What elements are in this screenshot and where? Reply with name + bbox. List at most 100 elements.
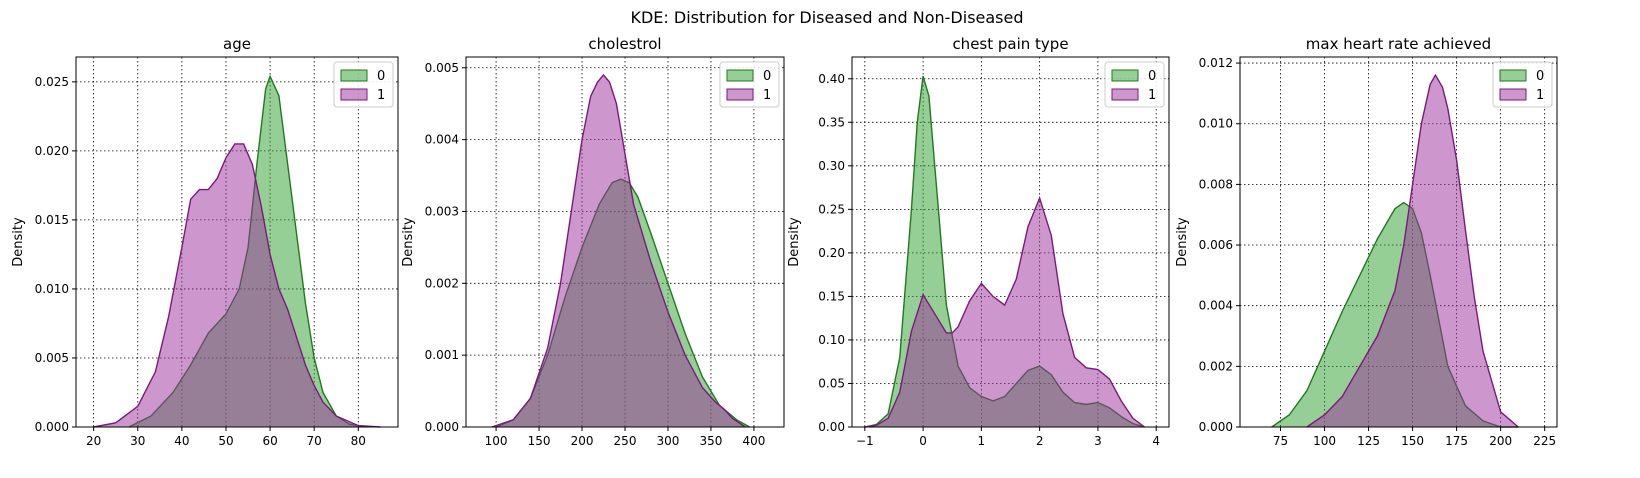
legend-swatch-0 [340, 69, 368, 82]
legend-label-1: 1 [377, 88, 385, 103]
x-tick-label: 100 [1313, 434, 1336, 448]
legend-swatch-0 [726, 69, 754, 82]
x-tick-label: 40 [174, 434, 189, 448]
legend-swatch-0 [1499, 69, 1527, 82]
x-tick-label: 150 [528, 434, 551, 448]
y-tick-label: 0.15 [818, 289, 845, 303]
x-tick-label: 100 [485, 434, 508, 448]
legend-label-0: 0 [1536, 69, 1544, 84]
x-tick-label: 75 [1273, 434, 1288, 448]
y-tick-label: 0.010 [1199, 117, 1233, 131]
x-tick-label: 0 [919, 434, 927, 448]
x-tick-label: 300 [657, 434, 680, 448]
legend-label-0: 0 [763, 69, 771, 84]
y-tick-label: 0.003 [425, 204, 459, 218]
x-tick-label: 20 [86, 434, 101, 448]
y-tick-label: 0.004 [425, 133, 459, 147]
legend-swatch-0 [1111, 69, 1139, 82]
axes-frame [851, 56, 1170, 428]
y-tick-label: 0.05 [818, 376, 845, 390]
series-1-line [864, 195, 1145, 428]
y-tick-label: 0.010 [35, 282, 69, 296]
y-tick-label: 0.000 [425, 420, 459, 434]
y-tick-label: 0.004 [1199, 299, 1233, 313]
legend-label-1: 1 [763, 88, 771, 103]
y-tick-label: 0.012 [1199, 56, 1233, 70]
legend-swatch-1 [726, 88, 754, 101]
y-axis-label: Density [11, 217, 26, 267]
x-tick-label: 400 [742, 434, 765, 448]
legend: 01 [719, 61, 780, 108]
x-tick-label: 150 [1401, 434, 1424, 448]
y-tick-label: 0.000 [35, 420, 69, 434]
x-tick-label: 175 [1445, 434, 1468, 448]
y-tick-label: 0.006 [1199, 238, 1233, 252]
y-axis-label: Density [787, 217, 802, 267]
y-tick-label: 0.020 [35, 144, 69, 158]
y-tick-label: 0.25 [818, 202, 845, 216]
x-tick-label: 30 [130, 434, 145, 448]
legend: 01 [1492, 61, 1553, 108]
x-tick-label: 2 [1036, 434, 1044, 448]
x-tick-label: 70 [307, 434, 322, 448]
series-1-area [93, 143, 381, 428]
x-tick-label: 250 [614, 434, 637, 448]
series-1-line [491, 73, 746, 428]
y-tick-label: 0.000 [1199, 420, 1233, 434]
x-tick-label: 50 [218, 434, 233, 448]
subplot-1: 100 150 200 250 300 350 400 0.000 0.001 0.002 0.00… [401, 35, 785, 448]
y-tick-label: 0.00 [818, 420, 845, 434]
y-tick-label: 0.005 [35, 351, 69, 365]
x-tick-label: 1 [978, 434, 986, 448]
y-tick-label: 0.002 [1199, 359, 1233, 373]
legend-swatch-1 [340, 88, 368, 101]
x-tick-label: 60 [262, 434, 277, 448]
y-tick-label: 0.30 [818, 159, 845, 173]
y-tick-label: 0.20 [818, 246, 845, 260]
subplot-3: 75 100 125 150 175 200 225 0.000 0.002 0.004 0.006… [1175, 35, 1558, 448]
y-tick-label: 0.025 [35, 75, 69, 89]
series-1-area [1306, 75, 1519, 427]
y-tick-label: 0.10 [818, 333, 845, 347]
y-tick-label: 0.001 [425, 348, 459, 362]
subplot-0: 20 30 40 50 60 70 80 0.000 0.005 0.010 0.015 0.020 0… [11, 35, 399, 448]
axes-frame [1239, 56, 1558, 428]
subplot-title: age [223, 35, 251, 53]
legend-swatch-1 [1499, 88, 1527, 101]
y-tick-label: 0.015 [35, 213, 69, 227]
x-tick-label: 3 [1094, 434, 1102, 448]
axes-frame [75, 56, 399, 428]
y-axis-label: Density [401, 217, 416, 267]
x-tick-label: 200 [1489, 434, 1512, 448]
series-1-line [1306, 73, 1519, 428]
series-1-line [93, 143, 381, 428]
x-tick-label: 350 [699, 434, 722, 448]
series-1-area [491, 74, 746, 428]
subplot-title: max heart rate achieved [1306, 35, 1491, 53]
y-tick-label: 0.40 [818, 72, 845, 86]
legend: 01 [333, 61, 394, 108]
x-tick-label: 125 [1357, 434, 1380, 448]
subplot-title: chest pain type [952, 35, 1068, 53]
x-tick-label: 4 [1152, 434, 1160, 448]
x-tick-label: 200 [571, 434, 594, 448]
legend-label-0: 0 [377, 69, 385, 84]
y-axis-label: Density [1175, 217, 1190, 267]
y-tick-label: 0.008 [1199, 177, 1233, 191]
figure-suptitle: KDE: Distribution for Diseased and Non-D… [630, 8, 1023, 27]
x-tick-label: 80 [351, 434, 366, 448]
y-tick-label: 0.005 [425, 61, 459, 75]
legend-label-0: 0 [1148, 69, 1156, 84]
legend-swatch-1 [1111, 88, 1139, 101]
series-1-area [864, 198, 1145, 427]
legend: 01 [1104, 61, 1165, 108]
legend-label-1: 1 [1148, 88, 1156, 103]
x-tick-label: −1 [856, 434, 874, 448]
subplot-2: −1 0 1 2 3 40.000.050.100.150.200.250.300.350… [787, 35, 1170, 448]
y-tick-label: 0.002 [425, 276, 459, 290]
subplot-title: cholestrol [588, 35, 661, 53]
y-tick-label: 0.35 [818, 115, 845, 129]
x-tick-label: 225 [1533, 434, 1556, 448]
legend-label-1: 1 [1536, 88, 1544, 103]
